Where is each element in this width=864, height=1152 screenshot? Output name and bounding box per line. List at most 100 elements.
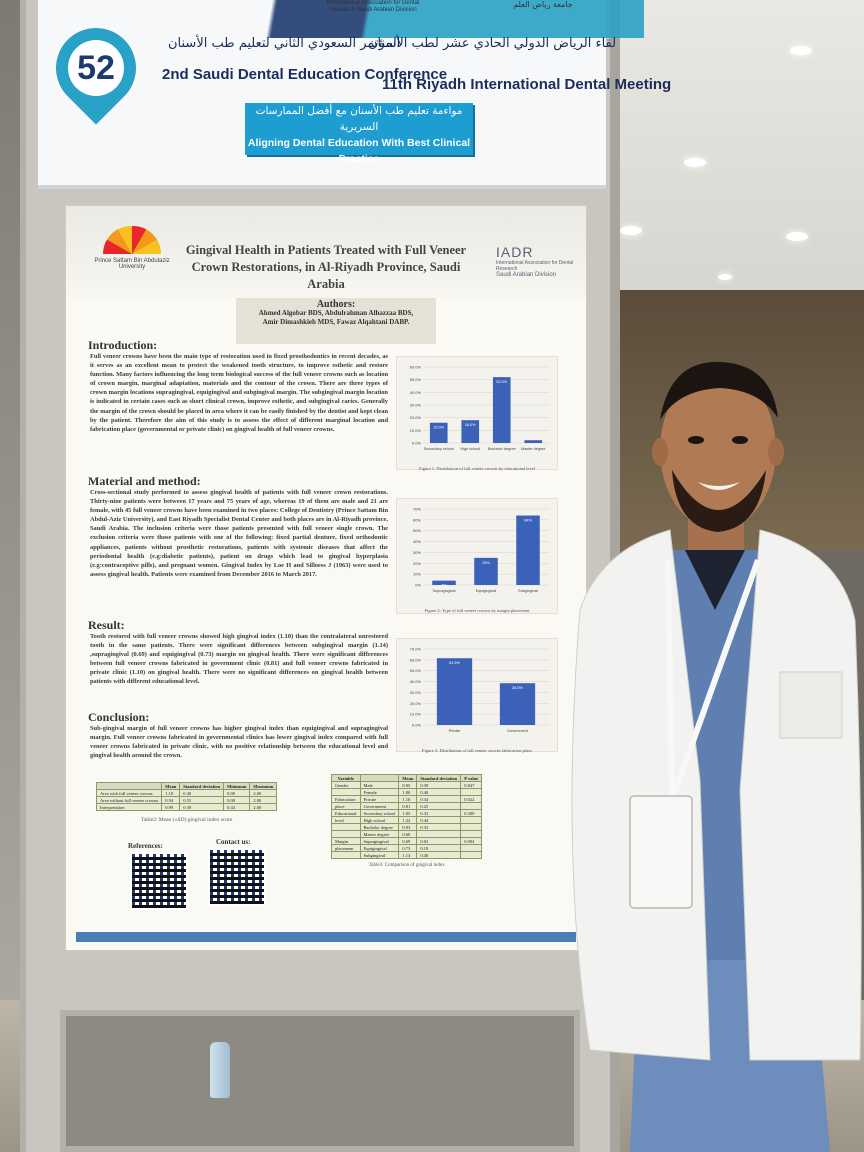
table2-cell: 2.00 xyxy=(249,796,278,804)
table2-cell: 0.39 xyxy=(179,803,225,811)
table2-cell: Area without full veneer crowns xyxy=(95,796,163,804)
table2-header-cell: Maximum xyxy=(249,782,278,790)
table3-header-cell: P value xyxy=(460,774,483,782)
table3-cell: 0.03 xyxy=(416,837,462,845)
table-row: Interpretation 0.99 0.39 0.44 2.00 xyxy=(95,803,278,811)
psau-fan-icon xyxy=(103,226,161,254)
table3-cell: 0.022 xyxy=(460,795,483,803)
table2-cell: 0.00 xyxy=(223,789,251,797)
x-tick-label: Secondary school xyxy=(424,447,454,451)
ribbon-en: Aligning Dental Education With Best Clin… xyxy=(247,137,471,165)
table-row: Area without full veneer crowns 0.94 0.55 0… xyxy=(95,796,278,804)
authors-line: Amir Dimashkieh MDS, Fawaz Alqahtani DAB… xyxy=(262,318,410,326)
data-label: 16.0% xyxy=(433,426,444,430)
table3-cell: Subgingival xyxy=(359,851,400,859)
table-row: Female 1.00 0.40 xyxy=(331,788,483,796)
table2-cell: Area with full veneer crowns xyxy=(95,789,163,797)
table2-header-cell: Mean xyxy=(161,782,181,790)
table-row: level High school 1.22 0.44 xyxy=(331,816,483,824)
table3-cell: placement xyxy=(331,844,361,852)
table3-cell: 0.34 xyxy=(416,795,462,803)
y-tick-label: 20.0% xyxy=(410,701,422,706)
table2-cell: Interpretation xyxy=(95,803,163,811)
figure-1: 0.0% 10.0% 20.0% 30.0% 40.0% 50.0% 60.0% 16.0% S… xyxy=(396,356,558,471)
ribbon-ar: مواءمة تعليم طب الأسنان مع أفضل الممارسا… xyxy=(255,105,463,133)
table3-header-cell xyxy=(359,774,400,782)
stand-base-cabinet xyxy=(60,1010,580,1152)
x-tick-label: Bachelor degree xyxy=(488,447,516,451)
data-label: 2.2% xyxy=(529,443,538,447)
table3-cell: Educational xyxy=(331,809,361,817)
iadr-division: Saudi Arabian Division xyxy=(496,272,557,278)
table3-header-cell: Variable xyxy=(331,774,361,782)
y-tick-label: 10.0% xyxy=(410,428,422,433)
table3-cell: level xyxy=(331,816,361,824)
table3-cell: place xyxy=(331,802,361,810)
iadr-logo: IADR International Association for Denta… xyxy=(496,244,576,294)
x-tick-label: Supragingival xyxy=(432,589,455,593)
conclusion-heading: Conclusion: xyxy=(88,710,150,724)
table3-cell: 1.00 xyxy=(398,788,418,796)
figure-3: 0.0% 10.0% 20.0% 30.0% 40.0% 50.0% 60.0% 70.0% 6… xyxy=(396,638,558,753)
contact-qr-code[interactable] xyxy=(208,848,266,906)
y-tick-label: 50.0% xyxy=(410,377,422,382)
conf-en-right: 11th Riyadh International Dental Meeting xyxy=(382,76,672,93)
research-poster: Prince Sattam Bin Abdulaziz University G… xyxy=(66,206,586,950)
table3-cell xyxy=(331,851,361,859)
y-tick-label: 30.0% xyxy=(410,690,422,695)
table3-cell: Margin xyxy=(331,837,361,845)
banner-stripe xyxy=(178,0,644,38)
conclusion-text: Sub-gingival margin of full veneer crown… xyxy=(90,725,388,760)
x-tick-label: High school xyxy=(460,447,480,451)
table3-cell xyxy=(416,830,462,838)
lanyard xyxy=(665,558,761,802)
table-row: Subgingival 1.14 0.40 xyxy=(331,851,483,859)
data-label: 38.5% xyxy=(512,686,523,690)
table3-cell xyxy=(331,830,361,838)
method-text: Cross-sectional study performed to asses… xyxy=(90,489,388,578)
table3-cell: Private xyxy=(359,795,400,803)
intro-text: Full veneer crowns have been the main ty… xyxy=(90,353,388,433)
table3-cell: 0.40 xyxy=(416,851,462,859)
table3-cell: 0.81 xyxy=(398,802,418,810)
table2-cell: 2.00 xyxy=(249,789,278,797)
y-tick-label: 70.0% xyxy=(410,647,422,652)
iadr-big: IADR xyxy=(496,244,534,260)
table2-cell: 1.10 xyxy=(161,789,181,797)
presenter-person xyxy=(571,361,862,1152)
smile xyxy=(698,482,740,490)
table2-cell: 0.55 xyxy=(179,796,225,804)
riyadh-elm-logo: جامعة رياض العلم xyxy=(513,0,573,9)
bar xyxy=(474,557,498,585)
poster-number: 52 xyxy=(68,40,124,96)
table3-cell: Fabrication xyxy=(331,795,361,803)
lab-coat-right xyxy=(739,529,862,1061)
table3-cell xyxy=(331,788,361,796)
table-row: placement Equigingival 0.73 0.19 xyxy=(331,844,483,852)
table-row: Gender Male 0.95 0.39 0.847 xyxy=(331,781,483,789)
figure-3-caption: Figure 3: Distribution of full veneer cr… xyxy=(422,748,532,753)
table3-cell: 0.25 xyxy=(416,802,462,810)
data-label: 52.0% xyxy=(496,380,507,384)
authors-line: Ahmed Algobar BDS, Abdulrahman Alhazzaa … xyxy=(258,309,414,317)
y-tick-label: 40.0% xyxy=(410,390,422,395)
y-tick-label: 0.0% xyxy=(412,723,422,728)
coat-pocket xyxy=(779,671,843,739)
table-2: Mean Standard deviation Minimum Maximum Area… xyxy=(95,782,278,823)
table3-cell: Master degree xyxy=(359,830,400,838)
intro-heading: Introduction: xyxy=(88,338,158,352)
ceiling-light xyxy=(620,226,642,235)
method-heading: Material and method: xyxy=(88,474,201,488)
table3-cell xyxy=(460,830,483,838)
figure-2-caption: Figure 2: Type of full veneer crowns by … xyxy=(424,608,530,613)
table-row: Area with full veneer crowns 1.10 0.40 0.00… xyxy=(95,789,278,797)
right-eye xyxy=(732,436,748,444)
references-qr-code[interactable] xyxy=(130,852,188,910)
iadr-small: International Association for Dental Res… xyxy=(496,260,574,272)
table3-cell: 1.22 xyxy=(398,816,418,824)
contact-label: Contact us: xyxy=(216,838,251,846)
table3-cell: 0.33 xyxy=(416,823,462,831)
table3-header-row: Variable Mean Standard deviation P value xyxy=(331,774,483,782)
comparison-table: Variable Mean Standard deviation P value Gen… xyxy=(331,774,483,859)
table3-cell: 0.309 xyxy=(460,809,483,817)
